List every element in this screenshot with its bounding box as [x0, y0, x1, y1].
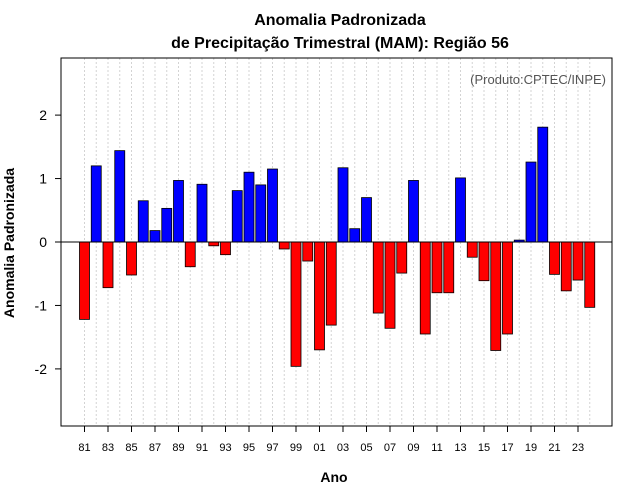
- bar-24: [584, 241, 596, 308]
- bar-21: [549, 241, 560, 275]
- bar-87: [149, 230, 161, 243]
- bar-16: [490, 241, 502, 351]
- bar-22: [560, 241, 572, 292]
- bar-95: [243, 171, 255, 243]
- y-tick-label: -2: [35, 361, 48, 377]
- x-tick-label: 03: [337, 442, 349, 454]
- bar-07: [384, 241, 396, 329]
- x-tick-label: 13: [454, 442, 466, 454]
- bar-09: [408, 180, 419, 243]
- bar-20: [537, 126, 549, 243]
- x-tick-label: 91: [196, 442, 208, 454]
- x-tick-label: 11: [431, 442, 442, 454]
- x-tick-label: 97: [266, 442, 278, 454]
- chart-title-line2: de Precipitação Trimestral (MAM): Região…: [171, 35, 509, 52]
- bar-11: [431, 241, 443, 294]
- x-tick-label: 21: [548, 442, 560, 454]
- x-tick-label: 99: [290, 442, 302, 454]
- bar-81: [79, 241, 90, 320]
- bar-13: [455, 177, 466, 243]
- bar-19: [525, 161, 537, 243]
- x-tick-label: 83: [102, 442, 114, 454]
- bar-05: [361, 197, 372, 243]
- chart-title-line1: Anomalia Padronizada: [254, 12, 426, 29]
- bar-04: [349, 228, 361, 243]
- x-tick-label: 09: [407, 442, 419, 454]
- bar-23: [572, 241, 584, 281]
- bar-06: [372, 241, 384, 314]
- credit-text: (Produto:CPTEC/INPE): [470, 72, 606, 87]
- bar-89: [173, 180, 184, 243]
- x-tick-label: 07: [384, 442, 396, 454]
- x-tick-label: 89: [172, 442, 184, 454]
- bars: [79, 126, 596, 367]
- bar-08: [396, 241, 408, 274]
- bar-03: [337, 167, 349, 243]
- bar-12: [443, 241, 455, 294]
- bar-14: [466, 241, 478, 258]
- x-tick-label: 93: [219, 442, 231, 454]
- bar-00: [302, 241, 314, 262]
- bar-82: [90, 165, 102, 243]
- bar-93: [220, 241, 231, 256]
- bar-96: [255, 184, 267, 243]
- x-tick-label: 23: [572, 442, 584, 454]
- bar-92: [208, 241, 220, 247]
- x-axis: 81 83 85 87 89 91 93 95 97 99 01 03 05 07 09 11 13 15 17 19…: [78, 426, 584, 454]
- bar-86: [137, 200, 149, 243]
- x-tick-label: 85: [125, 442, 137, 454]
- x-tick-label: 01: [313, 442, 325, 454]
- y-axis: -2 -1 0 1 2: [35, 107, 61, 377]
- x-tick-label: 95: [243, 442, 255, 454]
- y-tick-label: 0: [39, 234, 47, 250]
- x-tick-label: 15: [478, 442, 490, 454]
- bar-99: [290, 241, 302, 367]
- bar-98: [278, 241, 290, 250]
- x-tick-label: 05: [360, 442, 372, 454]
- bar-01: [314, 241, 325, 351]
- x-tick-label: 17: [501, 442, 513, 454]
- x-axis-label: Ano: [320, 469, 347, 485]
- bar-90: [184, 241, 196, 268]
- x-tick-label: 19: [525, 442, 537, 454]
- bar-91: [196, 183, 208, 243]
- bar-17: [502, 241, 513, 335]
- x-tick-label: 81: [78, 442, 90, 454]
- y-tick-label: -1: [35, 297, 48, 313]
- bar-84: [114, 150, 126, 243]
- bar-88: [161, 207, 173, 243]
- bar-85: [126, 241, 137, 276]
- bar-94: [231, 190, 243, 243]
- x-tick-label: 87: [149, 442, 161, 454]
- bar-02: [325, 241, 337, 326]
- y-tick-label: 1: [39, 171, 47, 187]
- bar-97: [267, 168, 278, 243]
- y-axis-label: Anomalia Padronizada: [1, 168, 17, 318]
- y-tick-label: 2: [39, 107, 47, 123]
- bar-10: [419, 241, 431, 335]
- bar-83: [102, 241, 114, 289]
- bar-15: [478, 241, 490, 282]
